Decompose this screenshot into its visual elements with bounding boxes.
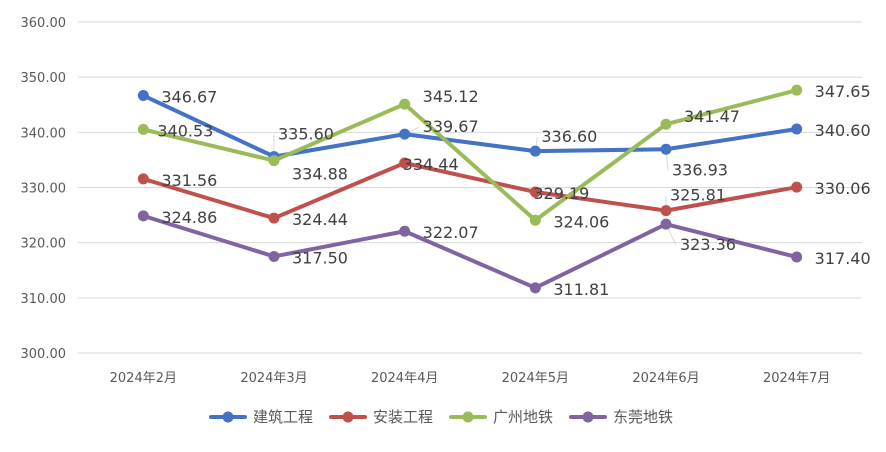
data-label: 317.40 [815,249,871,268]
data-label: 336.60 [541,127,597,146]
x-tick-label: 2024年2月 [110,371,177,386]
y-tick-label: 340.00 [21,126,67,141]
x-tick-label: 2024年7月 [763,371,830,386]
y-tick-label: 310.00 [21,292,67,307]
data-point [529,282,541,294]
data-point [791,84,803,96]
legend-label: 安装工程 [373,408,433,426]
data-point [791,251,803,263]
data-label: 340.60 [815,121,871,140]
data-point [660,118,672,130]
x-axis: 2024年2月 2024年3月 2024年4月 2024年5月 2024年6月 2024年… [110,371,831,386]
data-point [399,157,411,169]
data-label: 340.53 [157,121,213,140]
legend-label: 建筑工程 [253,408,313,426]
series-layer [137,84,803,294]
legend-marker [582,411,594,423]
data-label: 341.47 [684,107,740,126]
data-label: 331.56 [161,171,217,190]
y-tick-label: 330.00 [21,182,67,197]
data-point [137,173,149,185]
data-point [660,143,672,155]
legend: 建筑工程 安装工程 广州地铁 东莞地铁 [209,408,673,426]
x-tick-label: 2024年4月 [371,371,438,386]
x-tick-label: 2024年5月 [502,371,569,386]
x-tick-label: 2024年3月 [240,371,307,386]
data-label: 334.88 [292,165,348,184]
data-point [268,155,280,167]
data-point [660,205,672,217]
series-line [141,88,799,223]
y-tick-label: 320.00 [21,237,67,252]
data-point [529,214,541,226]
data-point [529,145,541,157]
data-label: 335.60 [278,125,334,144]
data-point [137,210,149,222]
data-label: 334.44 [403,155,459,174]
x-tick-label: 2024年6月 [632,371,699,386]
series-line [141,161,799,221]
legend-marker [342,411,354,423]
y-tick-label: 350.00 [21,71,67,86]
data-label: 347.65 [815,82,871,101]
y-tick-label: 300.00 [21,347,67,362]
data-label: 317.50 [292,248,348,267]
data-point [399,98,411,110]
data-label: 323.36 [680,235,736,254]
y-tick-label: 360.00 [21,16,67,31]
data-label: 339.67 [423,117,479,136]
data-labels: 346.67 335.60 339.67 336.60 336.93 340.60 331.… [157,82,870,299]
data-label: 336.93 [672,160,728,179]
data-label: 346.67 [161,88,217,107]
y-axis: 300.00 310.00 320.00 330.00 340.00 350.00 360.… [21,16,67,362]
data-point [268,212,280,224]
series-line [141,213,799,290]
data-label: 324.86 [161,208,217,227]
data-label: 329.19 [533,184,589,203]
data-point [791,181,803,193]
legend-marker [462,411,474,423]
legend-label: 广州地铁 [493,408,553,426]
data-point [399,225,411,237]
data-label: 325.81 [670,186,726,205]
data-point [791,123,803,135]
data-label: 322.07 [423,223,479,242]
series-line [141,93,799,159]
data-point [137,90,149,102]
data-point [137,123,149,135]
data-point [529,186,541,198]
data-point [268,250,280,262]
data-point [660,218,672,230]
data-label: 324.44 [292,210,348,229]
legend-marker [222,411,234,423]
data-label: 324.06 [553,212,609,231]
data-label: 330.06 [815,179,871,198]
data-label: 311.81 [553,280,609,299]
data-point [399,128,411,140]
data-label: 345.12 [423,87,479,106]
legend-label: 东莞地铁 [613,408,673,426]
gridlines [78,21,862,354]
